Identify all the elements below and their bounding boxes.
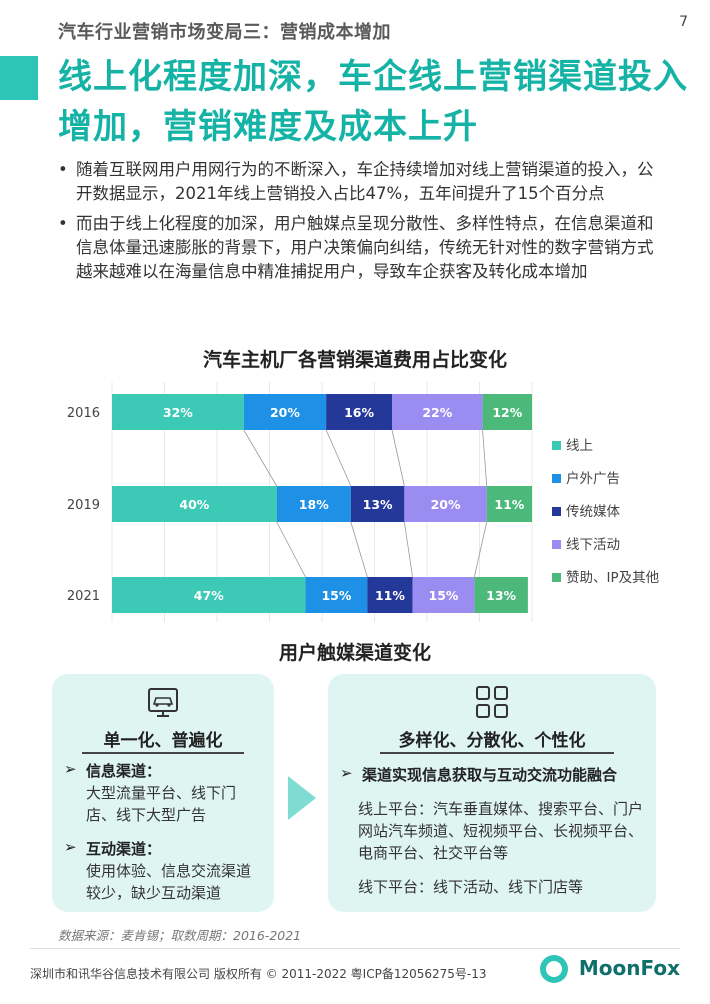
bar-segment xyxy=(112,577,306,613)
bar-segment xyxy=(392,394,483,430)
chevron-right-icon: ➢ xyxy=(64,838,77,856)
legend-label: 线下活动 xyxy=(566,537,620,553)
data-label: 15% xyxy=(429,588,459,603)
legend-swatch xyxy=(552,573,561,582)
legend-label: 赞助、IP及其他 xyxy=(566,570,659,586)
y-tick-label: 2016 xyxy=(67,406,100,421)
divider xyxy=(380,752,614,754)
grid-icon xyxy=(476,686,508,718)
data-label: 11% xyxy=(375,588,405,603)
brand-name: MoonFox xyxy=(578,956,680,980)
data-label: 15% xyxy=(321,588,351,603)
bar-segment xyxy=(367,577,413,613)
info-channel-label: 信息渠道： xyxy=(86,762,162,780)
data-label: 20% xyxy=(270,405,300,420)
y-tick-label: 2019 xyxy=(67,498,100,513)
bar-segment xyxy=(243,394,327,430)
bar-segment xyxy=(474,577,528,613)
data-label: 18% xyxy=(299,497,329,512)
legend-label: 线上 xyxy=(566,438,593,454)
legend-swatch xyxy=(552,441,561,450)
legend-label: 户外广告 xyxy=(566,470,620,487)
offline-platforms-text: 线下平台：线下活动、线下门店等 xyxy=(358,878,584,896)
data-label: 11% xyxy=(494,497,524,512)
screen-car-icon xyxy=(148,688,178,717)
data-label: 12% xyxy=(492,405,522,420)
bar-segment xyxy=(112,394,244,430)
left-panel-title: 单一化、普遍化 xyxy=(103,731,223,751)
bullet-list: 随着互联网用户用网行为的不断深入，车企持续增加对线上营销渠道的投入，公开数据显示… xyxy=(58,158,668,290)
bar-segment xyxy=(482,394,532,430)
legend-swatch xyxy=(552,507,561,516)
footer-divider xyxy=(30,948,680,949)
left-panel: 单一化、普遍化 ➢ 信息渠道： 大型流量平台、线下门店、线下大型广告 ➢ 互动渠… xyxy=(52,674,274,912)
right-panel: 多样化、分散化、个性化 ➢ 渠道实现信息获取与互动交流功能融合 线上平台：汽车垂… xyxy=(328,674,656,912)
connector-line xyxy=(391,429,405,487)
chevron-right-icon: ➢ xyxy=(64,760,77,778)
interact-channel-label: 互动渠道： xyxy=(86,840,162,858)
accent-bar xyxy=(0,56,38,100)
bar-segment xyxy=(350,486,405,522)
connector-line xyxy=(243,429,278,487)
data-label: 20% xyxy=(431,497,461,512)
chevron-right-icon: ➢ xyxy=(340,764,353,782)
arrow-right-icon xyxy=(288,776,316,820)
bar-segment xyxy=(326,394,392,430)
bullet-item: 而由于线上化程度的加深，用户触媒点呈现分散性、多样性特点，在信息渠道和信息体量迅… xyxy=(58,212,668,284)
bar-segment xyxy=(276,486,351,522)
y-tick-label: 2021 xyxy=(67,589,100,604)
connector-line xyxy=(350,521,368,578)
data-label: 32% xyxy=(163,405,193,420)
data-label: 16% xyxy=(344,405,374,420)
fusion-heading: 渠道实现信息获取与互动交流功能融合 xyxy=(362,766,618,784)
bar-segment xyxy=(412,577,475,613)
data-source: 数据来源：麦肯锡；取数周期：2016-2021 xyxy=(58,928,302,943)
section-title: 用户触媒渠道变化 xyxy=(278,642,431,664)
data-label: 40% xyxy=(179,497,209,512)
data-label: 13% xyxy=(486,588,516,603)
connector-line xyxy=(325,429,352,487)
bar-segment xyxy=(404,486,487,522)
bar-segment xyxy=(486,486,532,522)
connector-line xyxy=(276,521,306,578)
connector-line xyxy=(403,521,413,578)
divider xyxy=(82,752,244,754)
section-subtitle: 汽车行业营销市场变局三：营销成本增加 xyxy=(58,22,391,43)
legend-swatch xyxy=(552,540,561,549)
data-label: 13% xyxy=(363,497,393,512)
connector-line xyxy=(482,429,488,487)
data-label: 47% xyxy=(194,588,224,603)
right-panel-title: 多样化、分散化、个性化 xyxy=(398,731,586,751)
online-platforms-text: 线上平台：汽车垂直媒体、搜索平台、门户网站汽车频道、短视频平台、长视频平台、电商… xyxy=(358,800,644,862)
connector-line xyxy=(473,521,488,578)
bar-segment xyxy=(112,486,277,522)
bullet-item: 随着互联网用户用网行为的不断深入，车企持续增加对线上营销渠道的投入，公开数据显示… xyxy=(58,158,668,206)
bar-segment xyxy=(305,577,368,613)
legend-label: 传统媒体 xyxy=(566,504,620,520)
interact-channel-text: 使用体验、信息交流渠道较少，缺少互动渠道 xyxy=(86,862,252,902)
copyright: 深圳市和讯华谷信息技术有限公司 版权所有 © 2011-2022 粤ICP备12… xyxy=(30,967,487,981)
stacked-bar-chart: 2016 32% 20% 16% 22% 12% 2019 40% 18% 13% 20% 11% 20… xyxy=(67,382,659,622)
page-number: 7 xyxy=(679,14,688,30)
moonfox-logo-icon xyxy=(540,955,568,983)
chart-title: 汽车主机厂各营销渠道费用占比变化 xyxy=(202,349,507,371)
legend-swatch xyxy=(552,474,561,483)
info-channel-text: 大型流量平台、线下门店、线下大型广告 xyxy=(86,784,237,824)
page-title: 线上化程度加深，车企线上营销渠道投入增加，营销难度及成本上升 xyxy=(58,57,688,147)
data-label: 22% xyxy=(422,405,452,420)
